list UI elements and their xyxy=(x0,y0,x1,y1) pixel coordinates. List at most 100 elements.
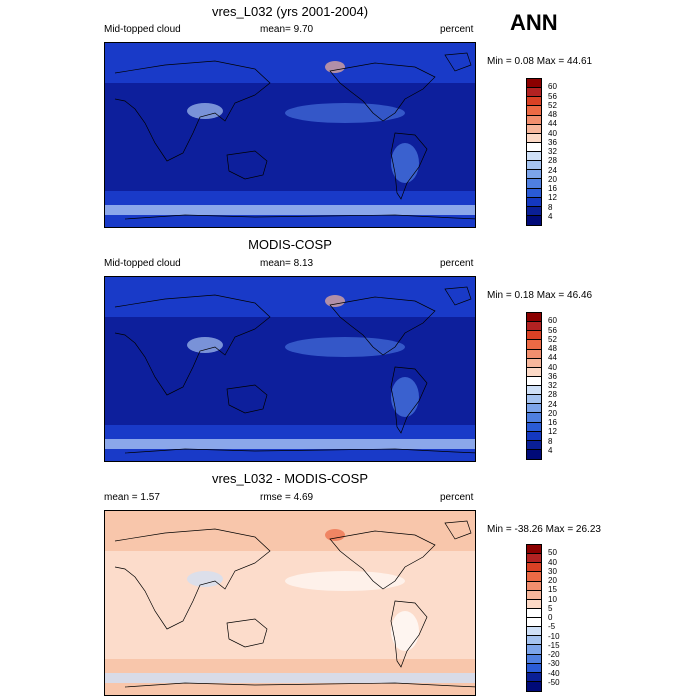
colorbar-tick-label: 52 xyxy=(548,100,557,110)
colorbar-tick-label: 48 xyxy=(548,110,557,119)
colorbar-tick-label: -30 xyxy=(548,659,560,669)
map-field xyxy=(105,277,475,461)
colorbar-tick-label: 36 xyxy=(548,371,557,381)
colorbar-swatch xyxy=(527,608,541,618)
colorbar-tick-label: 28 xyxy=(548,390,557,400)
colorbar-swatch xyxy=(527,681,541,691)
panel-3-map xyxy=(104,510,476,696)
colorbar-tick-label: 20 xyxy=(548,576,557,585)
colorbar-swatch xyxy=(527,554,541,564)
panel-2-colorbar xyxy=(526,312,542,460)
colorbar-tick-label: 32 xyxy=(548,147,557,156)
colorbar-swatch xyxy=(527,404,541,414)
colorbar-swatch xyxy=(527,106,541,116)
colorbar-tick-label: 8 xyxy=(548,436,553,446)
colorbar-swatch xyxy=(527,133,541,143)
colorbar-swatch xyxy=(527,142,541,152)
colorbar-swatch xyxy=(527,645,541,655)
colorbar-tick-label: 56 xyxy=(548,325,557,335)
colorbar-tick-label: 24 xyxy=(548,165,557,175)
coastlines xyxy=(114,286,475,454)
colorbar-tick-label: 28 xyxy=(548,156,557,166)
colorbar-swatch xyxy=(527,124,541,134)
panel-3-right-label: percent xyxy=(440,492,474,503)
colorbar-swatch xyxy=(527,663,541,673)
colorbar-tick-label: -5 xyxy=(548,622,556,632)
colorbar-swatch xyxy=(527,431,541,441)
colorbar-tick-label: 40 xyxy=(548,557,557,567)
panel-3-left-label: mean = 1.57 xyxy=(104,492,160,503)
colorbar-swatch xyxy=(527,449,541,459)
colorbar-tick-label: 4 xyxy=(548,211,553,221)
colorbar-swatch xyxy=(527,349,541,359)
colorbar-swatch xyxy=(527,79,541,89)
map-field xyxy=(105,43,475,227)
colorbar-tick-label: 20 xyxy=(548,408,557,418)
colorbar-swatch xyxy=(527,654,541,664)
colorbar-tick-label: -20 xyxy=(548,650,560,659)
colorbar-tick-label: -15 xyxy=(548,640,560,650)
colorbar-swatch xyxy=(527,627,541,637)
panel-3-stats: Min = -38.26 Max = 26.23 xyxy=(487,524,601,535)
colorbar-swatch xyxy=(527,376,541,386)
colorbar-swatch xyxy=(527,545,541,555)
colorbar-swatch xyxy=(527,563,541,573)
colorbar-swatch xyxy=(527,440,541,450)
colorbar-swatch xyxy=(527,636,541,646)
colorbar-swatch xyxy=(527,590,541,600)
colorbar-tick-label: 15 xyxy=(548,585,557,595)
panel-3-center-label: rmse = 4.69 xyxy=(260,492,314,503)
colorbar-swatch xyxy=(527,331,541,341)
panel-2-right-label: percent xyxy=(440,258,474,269)
panel-3-colorbar xyxy=(526,544,542,692)
colorbar-tick-label: 16 xyxy=(548,184,557,193)
colorbar-tick-label: 32 xyxy=(548,381,557,390)
colorbar-tick-label: 48 xyxy=(548,344,557,353)
colorbar-tick-label: 44 xyxy=(548,119,557,129)
colorbar-tick-label: 12 xyxy=(548,193,557,203)
panel-1-stats: Min = 0.08 Max = 44.61 xyxy=(487,56,593,67)
colorbar-swatch xyxy=(527,581,541,591)
panel-3-title: vres_L032 - MODIS-COSP xyxy=(211,471,369,486)
map-field xyxy=(105,511,475,695)
colorbar-swatch xyxy=(527,599,541,609)
panel-2-map xyxy=(104,276,476,462)
colorbar-tick-label: 60 xyxy=(548,316,557,326)
colorbar-swatch xyxy=(527,88,541,98)
colorbar-swatch xyxy=(527,152,541,162)
colorbar-tick-label: 12 xyxy=(548,427,557,437)
colorbar-swatch xyxy=(527,618,541,628)
colorbar-tick-label: 40 xyxy=(548,128,557,138)
colorbar-swatch xyxy=(527,367,541,377)
colorbar-swatch xyxy=(527,115,541,125)
colorbar-tick-label: 5 xyxy=(548,603,553,613)
panel-1-left-label: Mid-topped cloud xyxy=(104,24,181,35)
panel-2-stats: Min = 0.18 Max = 46.46 xyxy=(487,290,593,301)
colorbar-tick-label: -40 xyxy=(548,668,560,678)
colorbar-swatch xyxy=(527,206,541,216)
colorbar-swatch xyxy=(527,386,541,396)
colorbar-swatch xyxy=(527,340,541,350)
panel-2-center-label: mean= 8.13 xyxy=(260,258,314,269)
colorbar-swatch xyxy=(527,358,541,368)
colorbar-swatch xyxy=(527,188,541,198)
colorbar-tick-label: 0 xyxy=(548,613,553,622)
colorbar-tick-label: 16 xyxy=(548,418,557,427)
panel-1-center-label: mean= 9.70 xyxy=(260,24,314,35)
coastlines xyxy=(114,520,475,688)
colorbar-tick-label: -10 xyxy=(548,631,560,641)
colorbar-swatch xyxy=(527,170,541,180)
colorbar-tick-label: 56 xyxy=(548,91,557,101)
colorbar-swatch xyxy=(527,395,541,405)
colorbar-tick-label: 44 xyxy=(548,353,557,363)
colorbar-swatch xyxy=(527,672,541,682)
colorbar-swatch xyxy=(527,179,541,189)
colorbar-tick-label: 10 xyxy=(548,594,557,604)
panel-1-colorbar xyxy=(526,78,542,226)
colorbar-tick-label: 20 xyxy=(548,174,557,184)
season-label: ANN xyxy=(510,10,558,35)
colorbar-swatch xyxy=(527,197,541,207)
colorbar-swatch xyxy=(527,97,541,107)
colorbar-tick-label: 60 xyxy=(548,82,557,92)
colorbar-tick-label: 4 xyxy=(548,445,553,455)
